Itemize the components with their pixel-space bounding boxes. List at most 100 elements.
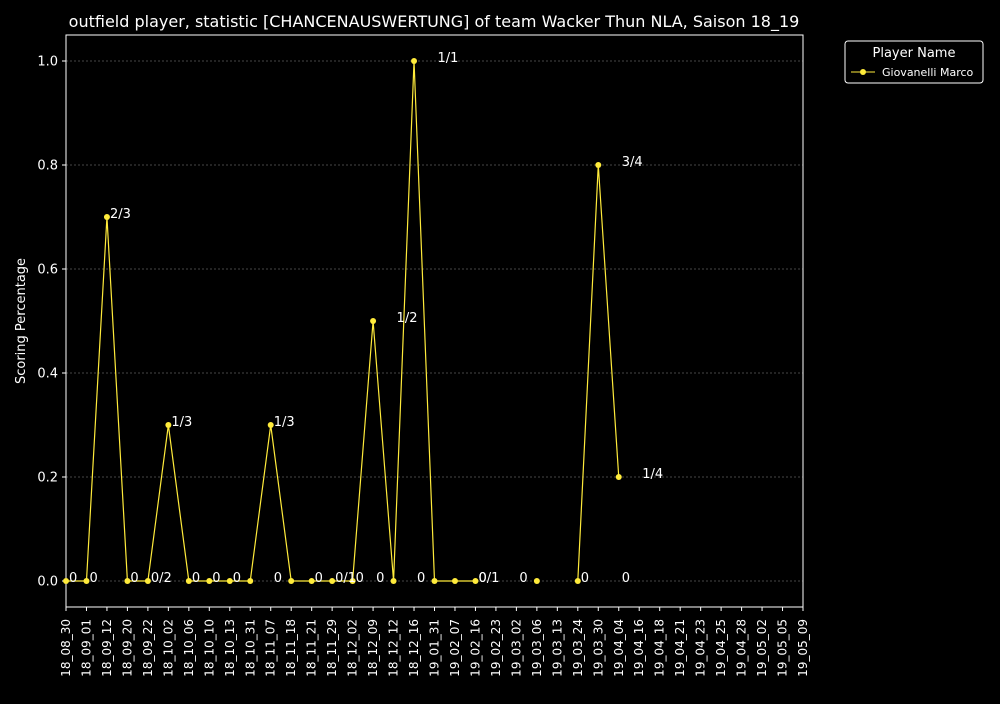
data-point: [595, 162, 602, 168]
data-point: [288, 578, 295, 584]
x-tick-label: 19_01_31: [428, 619, 442, 677]
data-label: 1/1: [438, 51, 459, 66]
y-tick-label: 0.4: [37, 367, 58, 382]
legend: Player Name Giovanelli Marco: [844, 40, 984, 84]
data-point: [411, 58, 418, 64]
data-label: 0/1: [478, 571, 499, 586]
x-tick-label: 19_02_16: [468, 619, 482, 677]
data-labels: 0 02/30 0/21/30 0 0 01/30 0/1 0 01/201/10/10 0 03/…: [69, 51, 663, 586]
data-label: 0: [315, 571, 323, 586]
x-tick-label: 18_12_02: [346, 619, 360, 677]
x-tick-label: 19_04_23: [694, 619, 708, 677]
data-point: [185, 578, 192, 584]
data-point: [267, 422, 274, 428]
data-label: 1/2: [397, 311, 418, 326]
y-tick-label: 1.0: [37, 55, 58, 70]
data-point: [615, 474, 622, 480]
x-tick-label: 19_05_02: [755, 619, 769, 677]
legend-box: [844, 40, 984, 84]
x-tick-label: 18_11_07: [264, 619, 278, 677]
data-label: 0: [622, 571, 630, 586]
data-label: 2/3: [110, 207, 131, 222]
data-label: 3/4: [622, 155, 643, 170]
data-label: 0: [417, 571, 425, 586]
x-tick-label: 19_02_07: [448, 619, 462, 677]
x-tick-label: 18_09_22: [141, 619, 155, 677]
data-label: 1/3: [171, 415, 192, 430]
data-point: [103, 214, 110, 220]
data-point: [533, 578, 540, 584]
x-tick-label: 18_09_12: [100, 619, 114, 677]
x-tick-label: 19_04_25: [714, 619, 728, 677]
x-axis: 18_08_30 18_09_01 18_09_12 18_09_20 18_09_22…: [59, 607, 810, 677]
x-tick-label: 18_10_13: [223, 619, 237, 677]
x-tick-label: 19_04_28: [735, 619, 749, 677]
series: [63, 58, 622, 584]
x-tick-label: 18_12_09: [366, 619, 380, 677]
data-label: 0: [581, 571, 589, 586]
data-point: [63, 578, 69, 584]
data-point: [165, 422, 172, 428]
x-tick-label: 18_11_18: [284, 619, 298, 677]
y-tick-label: 0.8: [37, 159, 58, 174]
data-point: [431, 578, 438, 584]
x-tick-label: 18_09_01: [79, 619, 93, 677]
x-tick-label: 19_03_24: [571, 619, 585, 677]
data-label: 0: [130, 571, 138, 586]
data-label: 0: [356, 571, 364, 586]
data-label: 0: [478, 571, 486, 586]
y-tick-label: 0.6: [37, 263, 58, 278]
data-label: 0: [212, 571, 220, 586]
x-tick-label: 18_08_30: [59, 619, 73, 677]
x-tick-label: 19_02_23: [489, 619, 503, 677]
data-label: 0: [192, 571, 200, 586]
x-tick-label: 19_04_18: [653, 619, 667, 677]
x-tick-label: 19_03_02: [509, 619, 523, 677]
data-label: 0: [89, 571, 97, 586]
data-point: [472, 578, 479, 584]
x-tick-label: 18_10_31: [243, 619, 257, 677]
x-tick-label: 19_04_21: [673, 619, 687, 677]
data-label: 1/3: [274, 415, 295, 430]
data-point: [451, 578, 458, 584]
y-axis-label: Scoring Percentage: [14, 258, 29, 384]
data-label: 0: [519, 571, 527, 586]
data-point: [329, 578, 336, 584]
data-point: [390, 578, 397, 584]
x-tick-label: 19_05_09: [796, 619, 810, 677]
y-axis: 0.0 0.2 0.4 0.6 0.8 1.0: [37, 55, 66, 590]
y-tick-label: 0.0: [37, 575, 58, 590]
data-label: 0: [69, 571, 77, 586]
legend-marker-icon: [860, 69, 866, 75]
data-point: [226, 578, 233, 584]
x-tick-label: 19_03_06: [530, 619, 544, 677]
x-tick-label: 19_03_30: [591, 619, 605, 677]
data-point: [206, 578, 213, 584]
data-point: [83, 578, 90, 584]
data-point: [574, 578, 581, 584]
legend-title: Player Name: [873, 46, 956, 61]
x-tick-label: 18_09_20: [120, 619, 134, 677]
y-tick-label: 0.2: [37, 471, 58, 486]
x-tick-label: 18_12_16: [407, 619, 421, 677]
data-point: [247, 578, 254, 584]
data-label: 0: [376, 571, 384, 586]
x-tick-label: 18_11_21: [305, 619, 319, 677]
data-label: 0/1: [335, 571, 356, 586]
data-label: 0: [233, 571, 241, 586]
data-label: 0/2: [151, 571, 172, 586]
data-point: [308, 578, 315, 584]
x-tick-label: 19_03_13: [550, 619, 564, 677]
data-point: [124, 578, 131, 584]
x-tick-label: 18_10_06: [182, 619, 196, 677]
x-tick-label: 18_11_29: [325, 619, 339, 677]
legend-entry: Giovanelli Marco: [882, 66, 974, 79]
data-point: [370, 318, 377, 324]
data-point: [144, 578, 151, 584]
x-tick-label: 19_04_16: [632, 619, 646, 677]
x-tick-label: 18_12_12: [387, 619, 401, 677]
x-tick-label: 18_10_02: [161, 619, 175, 677]
